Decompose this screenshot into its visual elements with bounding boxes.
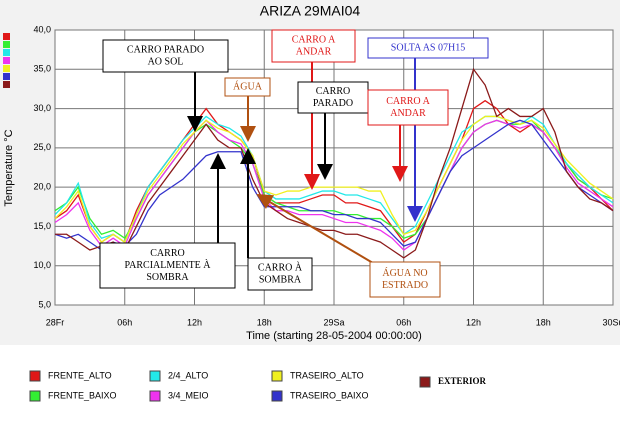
annotation-text: SOMBRA	[259, 274, 302, 285]
legend-swatch	[271, 370, 283, 382]
color-key	[3, 33, 10, 40]
color-key	[3, 73, 10, 80]
y-tick-label: 25,0	[33, 142, 51, 152]
annotation-arrow	[256, 193, 379, 267]
annotation-text: CARRO	[316, 86, 350, 97]
annotation-box	[102, 39, 229, 73]
annotation-box	[99, 242, 236, 289]
series-line	[54, 119, 614, 251]
annotation-text: AO SOL	[148, 56, 184, 67]
x-tick-label: 12h	[187, 317, 202, 327]
color-key	[3, 49, 10, 56]
x-tick-label: 18h	[536, 317, 551, 327]
series-line	[54, 115, 614, 244]
legend-swatch	[149, 370, 161, 382]
x-tick-label: 06h	[117, 317, 132, 327]
y-tick-label: 35,0	[33, 64, 51, 74]
legend-swatch	[149, 390, 161, 402]
color-key	[3, 41, 10, 48]
x-tick-label: 28Fr	[46, 317, 65, 327]
legend-label: 2/4_ALTO	[168, 370, 208, 380]
x-tick-label: 12h	[466, 317, 481, 327]
annotation-text: PARADO	[313, 98, 353, 109]
y-tick-label: 40,0	[33, 24, 51, 34]
annotation-box	[369, 261, 441, 298]
color-key	[3, 65, 10, 72]
legend-label: FRENTE_ALTO	[48, 370, 112, 380]
y-axis-label: Temperature °C	[3, 129, 15, 206]
legend-label: FRENTE_BAIXO	[48, 390, 117, 400]
legend-swatch	[29, 390, 41, 402]
x-axis-label: Time (starting 28-05-2004 00:00:00)	[246, 330, 422, 342]
y-tick-label: 10,0	[33, 260, 51, 270]
legend-label: 3/4_MEIO	[168, 390, 209, 400]
y-tick-label: 5,0	[38, 299, 51, 309]
y-tick-label: 15,0	[33, 221, 51, 231]
legend-label: EXTERIOR	[438, 376, 487, 386]
annotation-text: ANDAR	[390, 108, 426, 119]
annotation-text: ÁGUA NO	[382, 267, 427, 279]
annotation-box	[297, 81, 369, 114]
series-line	[54, 119, 614, 251]
annotation-text: SOLTA AS 07H15	[391, 42, 465, 53]
series-line	[55, 67, 614, 259]
legend-swatch	[271, 390, 283, 402]
legend-label: TRASEIRO_ALTO	[290, 370, 364, 380]
annotation-text: CARRO A	[386, 96, 430, 107]
legend-swatch	[29, 370, 41, 382]
legend-swatch	[419, 376, 431, 388]
annotation-box	[247, 257, 313, 291]
color-key	[3, 81, 10, 88]
chart-title: ARIZA 29MAI04	[260, 3, 361, 19]
legend-label: TRASEIRO_BAIXO	[290, 390, 369, 400]
annotation-box	[367, 89, 449, 126]
y-tick-label: 30,0	[33, 103, 51, 113]
annotation-box	[271, 29, 356, 63]
annotation-text: CARRO	[150, 248, 184, 259]
y-tick-label: 20,0	[33, 182, 51, 192]
annotation-box	[224, 77, 271, 97]
x-tick-label: 29Sa	[323, 317, 344, 327]
x-tick-label: 18h	[257, 317, 272, 327]
annotation-text: PARCIALMENTE À	[124, 259, 211, 271]
annotation-text: ÁGUA	[233, 80, 263, 92]
annotation-box	[367, 37, 489, 59]
annotation-text: ESTRADO	[382, 280, 428, 291]
annotation-text: CARRO À	[258, 261, 303, 273]
x-tick-label: 30Su	[602, 317, 620, 327]
color-key	[3, 57, 10, 64]
annotation-text: CARRO A	[292, 34, 336, 45]
annotation-text: ANDAR	[296, 46, 332, 57]
x-tick-label: 06h	[396, 317, 411, 327]
annotation-text: CARRO PARADO	[127, 44, 204, 55]
annotation-text: SOMBRA	[146, 272, 189, 283]
